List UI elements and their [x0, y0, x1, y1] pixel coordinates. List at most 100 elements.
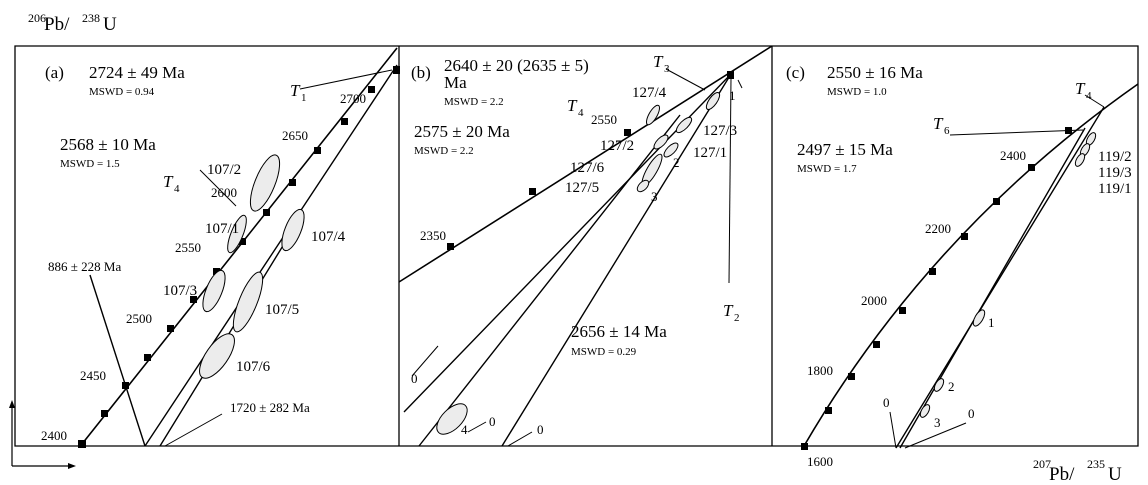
point-107-6: 107/6: [236, 359, 271, 375]
panel-a-t4-sub: 4: [174, 183, 180, 195]
point-b-2: 2: [673, 155, 680, 170]
panel-c-discordia-t4: [895, 106, 1105, 449]
panel-a-mswd-1: MSWD = 0.94: [89, 86, 155, 98]
panel-a-concordia-ticks: [78, 66, 400, 448]
panel-b-leader-0b: [467, 421, 487, 433]
point-107-2: 107/2: [207, 162, 241, 178]
y-label-el: Pb/: [44, 14, 70, 35]
panel-b-t2-label: T: [723, 301, 734, 320]
panel-a-leader-t4: [199, 169, 237, 207]
ellipse-127-1: [675, 116, 693, 134]
panel-c-discordia-lines: [889, 94, 1105, 449]
panel-b-discordia-t4: [418, 114, 681, 447]
tick-1900: [873, 341, 880, 348]
tick-2525: [190, 296, 197, 303]
panel-b-t3-sub: 3: [664, 63, 670, 75]
panel-b-t4-sub: 4: [578, 107, 584, 119]
panel-b-mswd-1: MSWD = 2.2: [444, 96, 504, 108]
x-label-pre: 207: [1033, 457, 1051, 471]
panel-a-ellipses: [199, 154, 305, 379]
panel-a: (a) 2724 ± 49 Ma MSWD = 0.94 2568 ± 10 M…: [41, 47, 400, 448]
tick-2475: [144, 354, 151, 361]
panel-c-ellipses: [919, 132, 1097, 418]
panel-a-age-2400: 2400: [41, 428, 67, 443]
tick-2700: [368, 86, 375, 93]
panel-c-label: (c): [786, 63, 805, 82]
panel-a-t1-sub: 1: [301, 92, 307, 104]
panel-c-age-2200: 2200: [925, 221, 951, 236]
panel-c-discordia-t6: [899, 127, 1086, 449]
tick-1600: [801, 443, 808, 450]
panel-frames: [14, 45, 1139, 447]
tick-2350: [447, 243, 454, 250]
point-c-1: 1: [988, 315, 995, 330]
panel-c-age-1800: 1800: [807, 363, 833, 378]
panel-b-leader-0c: [507, 431, 533, 447]
panel-a-label: (a): [45, 63, 64, 82]
tick-2000: [899, 307, 906, 314]
tick-2500: [167, 325, 174, 332]
panel-b-age-2550: 2550: [591, 112, 617, 127]
tick-2425: [101, 410, 108, 417]
panel-a-discordia-t1: [144, 64, 398, 447]
ellipse-c-2: [933, 378, 945, 392]
point-c-3: 3: [934, 415, 941, 430]
tick-1700: [825, 407, 832, 414]
panel-b-leader-1: [737, 79, 743, 89]
panel-c-age-2400: 2400: [1000, 148, 1026, 163]
panel-c-age-1600: 1600: [807, 454, 833, 469]
ellipse-127-4: [646, 104, 660, 126]
panel-a-age-1: 2724 ± 49 Ma: [89, 63, 185, 82]
panel-a-concordia: [81, 47, 398, 445]
ellipse-107-4: [281, 208, 305, 252]
tick-2625: [289, 179, 296, 186]
ellipse-127-2: [653, 134, 669, 150]
panel-b-leader-t2: [728, 77, 732, 284]
tick-2100: [929, 268, 936, 275]
point-127-4: 127/4: [632, 85, 667, 101]
panel-b-leader-t3: [665, 68, 706, 91]
tick-2400: [1028, 164, 1035, 171]
panel-a-age-2450: 2450: [80, 368, 106, 383]
ellipse-b-4: [436, 403, 468, 435]
tick-1800: [848, 373, 855, 380]
tick-2300: [993, 198, 1000, 205]
tick-2650: [314, 147, 321, 154]
panel-b-discordia-t2: [501, 73, 732, 447]
panel-a-age-2: 2568 ± 10 Ma: [60, 135, 156, 154]
panel-b-leader-0a: [411, 345, 439, 377]
ellipse-c-1: [972, 309, 986, 327]
panel-a-age-2500: 2500: [126, 311, 152, 326]
panel-b-lower-0a: 0: [411, 371, 418, 386]
ellipse-107-2: [249, 154, 281, 212]
point-127-3: 127/3: [703, 123, 737, 139]
panel-b-age-1: 2640 ± 20 (2635 ± 5): [444, 56, 589, 75]
panel-b-lower-0c: 0: [537, 422, 544, 437]
point-b-4: 4: [461, 422, 468, 437]
point-107-4: 107/4: [311, 229, 346, 245]
point-107-5: 107/5: [265, 302, 299, 318]
panel-a-lower-886: 886 ± 228 Ma: [48, 259, 121, 274]
panel-c-t6-label: T: [933, 114, 944, 133]
ellipse-b-3: [636, 179, 650, 193]
y-label-sup: 238: [82, 11, 100, 25]
panel-c-age-2: 2497 ± 15 Ma: [797, 140, 893, 159]
point-119-2: 119/2: [1098, 149, 1132, 165]
panel-c-lower-0b: 0: [968, 406, 975, 421]
ellipse-127-3: [705, 91, 721, 111]
panel-b-age-1-unit: Ma: [444, 73, 467, 92]
panel-b-mswd-3: MSWD = 0.29: [571, 346, 637, 358]
panel-b-concordia: [398, 45, 773, 283]
panel-c-leader-0a: [889, 411, 897, 449]
tick-2600: [263, 209, 270, 216]
x-label-el: Pb/: [1049, 464, 1075, 485]
panel-b-mswd-2: MSWD = 2.2: [414, 145, 474, 157]
panel-a-age-2650: 2650: [282, 128, 308, 143]
point-119-3: 119/3: [1098, 165, 1132, 181]
panel-c-leader-t4: [1084, 94, 1105, 108]
panel-b-t2-sub: 2: [734, 312, 740, 324]
panel-b-ellipses: [436, 91, 721, 435]
tick-2450: [529, 188, 536, 195]
axis-arrows: [9, 400, 76, 469]
